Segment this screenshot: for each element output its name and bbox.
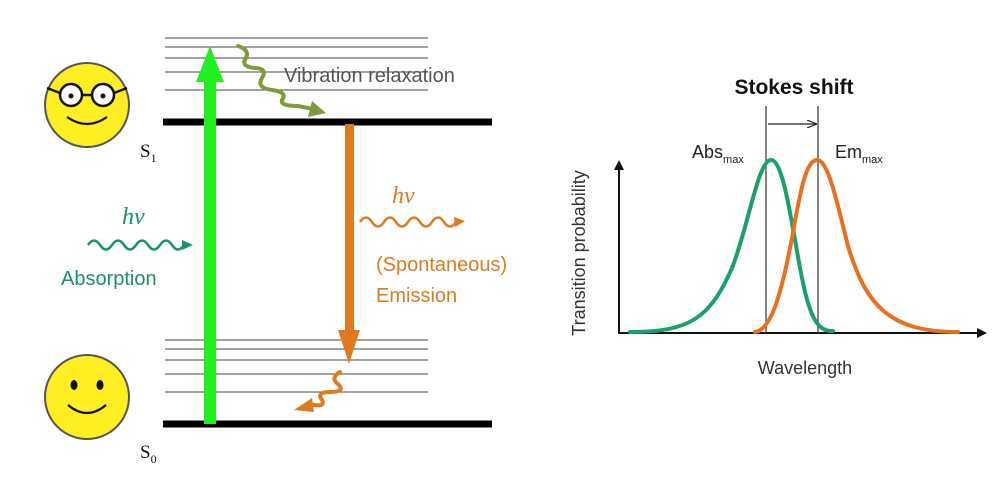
vibration-relaxation-label: Vibration relaxation — [284, 65, 455, 87]
s1-label: S1 — [140, 141, 157, 165]
vibration-relaxation-wave — [236, 44, 320, 112]
emission-label-line2: Emission — [376, 285, 457, 307]
abs-max-label: Absmax — [692, 142, 744, 166]
emission-photon-label: hν — [392, 183, 415, 209]
stokes-shift-title: Stokes shift — [734, 76, 853, 99]
spectrum-chart: Stokes shift Absmax Emmax Wavelength Tra… — [569, 76, 987, 378]
emission-label-line1: (Spontaneous) — [376, 254, 507, 276]
absorption-photon-wave — [86, 239, 186, 251]
em-max-label: Emmax — [835, 142, 883, 166]
s0-label: S0 — [140, 442, 157, 466]
emission-photon-wave — [358, 216, 458, 228]
ground-relaxation-wave — [308, 370, 343, 408]
spectrum-x-label: Wavelength — [758, 358, 852, 378]
emission-arrow — [338, 124, 360, 364]
emission-spectrum-curve — [753, 157, 960, 334]
absorption-photon-label: hν — [122, 204, 145, 230]
absorption-arrow — [196, 46, 224, 424]
absorption-label: Absorption — [61, 268, 157, 290]
spectrum-y-label: Transition probability — [569, 170, 589, 335]
absorption-spectrum-curve — [628, 157, 835, 334]
smiley-with-glasses-icon — [44, 62, 130, 148]
smiley-icon — [44, 354, 130, 440]
